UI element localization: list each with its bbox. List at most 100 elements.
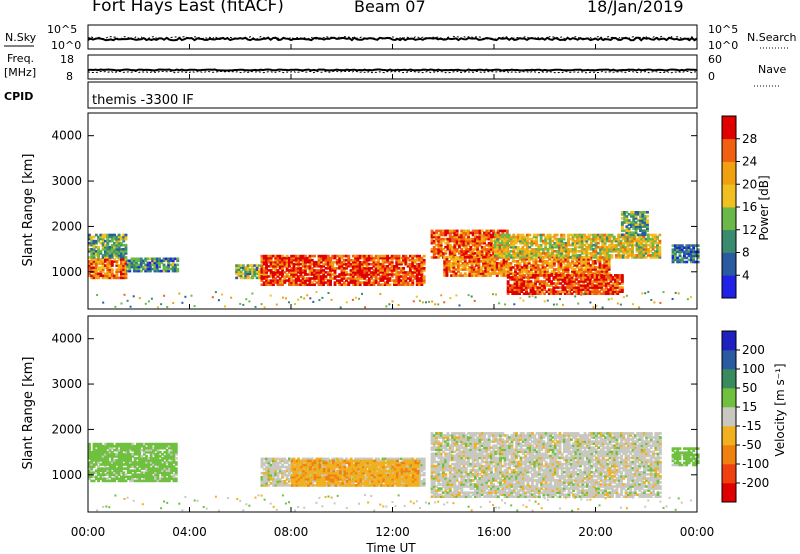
scatter-cell-4 [395,283,399,286]
scatter-cell-4 [297,267,300,270]
scatter-cell-0 [170,461,174,464]
scatter-cell-5 [435,256,438,259]
scatter-cell-0 [140,479,144,483]
scatter-cell-6 [520,270,524,273]
scatter-cell-1 [285,473,289,477]
scatter-cell-5 [458,252,461,255]
scatter-cell-9 [634,231,638,234]
scatter-cell-0 [147,475,151,479]
scatter-cell-4 [363,254,367,258]
scatter-cell-1 [265,471,268,475]
scatter-cell-8 [656,241,659,245]
scatter-cell-4 [319,281,323,284]
scatter-cell-0 [154,453,158,456]
scatter-cell-5 [446,231,450,235]
scatter-cell-8 [635,241,639,245]
scatter-cell-4 [294,267,298,270]
scatter-cell-6 [557,272,561,275]
scatter-cell-8 [624,245,628,249]
scatter-cell-4 [260,283,264,286]
near-range-cell [245,298,248,301]
scatter-cell-8 [617,243,621,247]
scatter-cell-6 [445,268,449,271]
scatter-cell-2 [132,261,136,265]
near-range-cell [610,297,613,300]
scatter-cell-4 [297,269,300,272]
scatter-cell-0 [92,471,96,474]
scatter-cell-7 [604,286,608,289]
scatter-cell-2 [151,263,155,267]
scatter-cell-7 [538,284,542,287]
scatter-cell-9 [643,221,647,224]
scatter-cell-8 [656,250,659,253]
scatter-cell-1 [272,463,275,467]
near-range-cell [351,298,354,301]
scatter-cell-0 [113,448,116,452]
scatter-cell-3 [255,268,259,271]
scatter-cell-8 [555,245,559,249]
scatter-cell-8 [631,256,634,259]
scatter-cell-8 [498,245,502,249]
scatter-cell-8 [589,252,593,255]
scatter-cell-4 [349,271,353,274]
scatter-cell-5 [480,248,484,251]
scatter-cell-0 [115,274,119,278]
scatter-cell-8 [526,239,529,243]
scatter-cell-0 [142,448,146,452]
scatter-cell-6 [516,260,520,263]
scatter-cell-7 [575,278,579,281]
scatter-cell-8 [535,239,538,243]
scatter-cell-1 [120,241,123,245]
scatter-cell-8 [583,243,586,247]
scatter-cell-8 [635,256,639,259]
scatter-cell-6 [445,264,449,267]
scatter-cell-6 [452,274,456,277]
scatter-cell-3 [260,272,264,276]
scatter-cell-0 [156,473,160,476]
scatter-cell-5 [448,239,452,243]
scatter-cell-8 [571,248,575,251]
scatter-cell-0 [136,479,139,483]
scatter-cell-4 [418,277,421,280]
scatter-cell-8 [526,241,529,245]
scatter-cell-2 [144,263,148,267]
power-ytick-label: 1000 [51,265,82,279]
scatter-cell-9 [639,213,642,216]
scatter-cell-4 [294,254,298,258]
scatter-cell-0 [149,446,153,450]
scatter-cell-1 [283,482,287,485]
scatter-cell-2 [162,269,166,273]
scatter-cell-3 [237,270,241,273]
scatter-cell-7 [552,286,556,289]
scatter-cell-10 [685,248,689,251]
scatter-cell-4 [313,279,316,282]
near-range-cell [129,305,132,308]
scatter-cell-8 [548,237,552,241]
scatter-cell-4 [329,275,332,278]
scatter-cell-4 [322,258,326,262]
scatter-cell-4 [349,279,353,282]
scatter-cell-4 [374,254,378,258]
scatter-cell-8 [587,256,591,259]
scatter-cell-4 [292,281,296,284]
scatter-cell-6 [454,264,458,267]
scatter-cell-8 [548,252,552,255]
near-range-cell [659,301,662,304]
scatter-cell-4 [283,256,287,260]
scatter-cell-8 [617,241,621,245]
scatter-cell-4 [285,256,289,260]
scatter-cell-3 [239,264,243,267]
scatter-cell-4 [372,260,376,264]
near-range-cell [294,303,296,305]
scatter-cell-8 [596,252,600,255]
scatter-cell-4 [335,260,339,264]
scatter-cell-4 [383,273,387,276]
scatter-cell-2 [176,267,180,271]
scatter-cell-7 [559,282,563,285]
scatter-cell-4 [363,262,367,266]
scatter-cell-8 [626,256,630,259]
scatter-cell-1 [113,233,116,237]
scatter-cell-0 [174,463,178,466]
scatter-cell-7 [582,288,585,291]
scatter-cell-8 [521,235,525,239]
